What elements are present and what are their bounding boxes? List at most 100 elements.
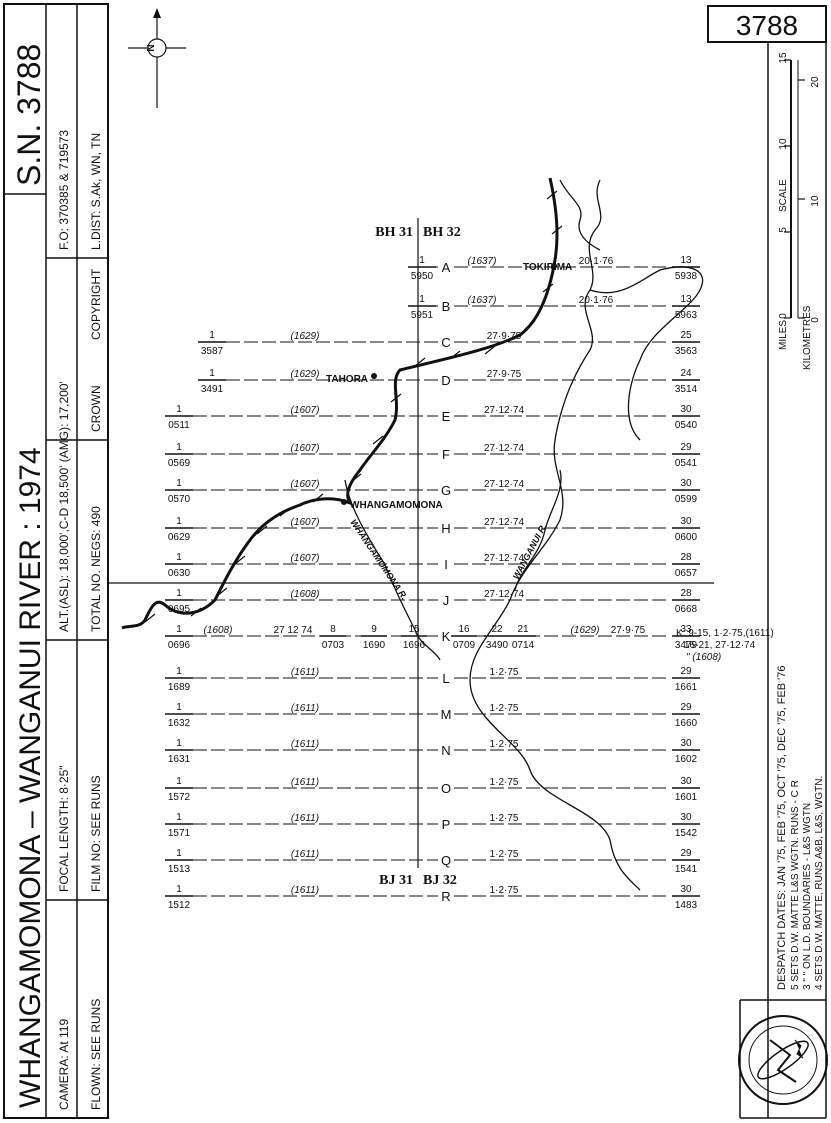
scale-miles-tick: 5 <box>778 227 789 233</box>
run-H-label: H <box>441 521 450 536</box>
run-H-film: (1607) <box>291 517 320 528</box>
run-C-left-neg: 3587 <box>201 346 224 357</box>
run-L-date: 1·2·75 <box>490 667 519 678</box>
run-G: 1 0570 G (1607) 27·12·74 30 0599 <box>165 478 700 505</box>
run-E-date: 27·12·74 <box>484 405 524 416</box>
run-Q: 1 1513 Q (1611) 1·2·75 29 1541 <box>165 848 700 875</box>
run-O-left-count: 1 <box>176 776 182 787</box>
run-G-right-neg: 0599 <box>675 494 698 505</box>
run-N-right-count: 30 <box>680 738 692 749</box>
right-strip <box>739 42 827 1119</box>
camera-text: CAMERA: At 119 <box>57 1019 71 1110</box>
run-R-right-neg: 1483 <box>675 900 698 911</box>
run-F-right-count: 29 <box>680 442 692 453</box>
alt-text: ALT.(ASL): 18,000',C-D 18,500' (AMG): 17… <box>57 381 71 632</box>
run-M-right-count: 29 <box>680 702 692 713</box>
run-I-left-count: 1 <box>176 552 182 563</box>
run-M-date: 1·2·75 <box>490 703 519 714</box>
run-R-date: 1·2·75 <box>490 885 519 896</box>
road <box>121 177 563 630</box>
run-C-label: C <box>441 335 450 350</box>
grid-lines: BH 31 BH 32 BJ 31 BJ 32 <box>108 218 714 888</box>
run-k-notes: K: 9-15, 1·2·75,(1611) 16-21, 27·12·74 "… <box>676 628 774 663</box>
run-R: 1 1512 R (1611) 1·2·75 30 1483 <box>165 884 700 911</box>
river-label-whangamomona: WHANGAMOMONA R. <box>348 518 409 602</box>
run-L-left-count: 1 <box>176 666 182 677</box>
flight-runs: 1 5950 A (1637) 20·1·76 13 5938 1 5951 B (1637) 20·… <box>165 255 700 911</box>
run-O-label: O <box>441 781 451 796</box>
run-B-left-neg: 5951 <box>411 310 434 321</box>
run-E-right-neg: 0540 <box>675 420 698 431</box>
run-P-left-count: 1 <box>176 812 182 823</box>
run-J: 1 0695 J (1608) 27·12·74 28 0668 <box>165 588 700 615</box>
run-N-film: (1611) <box>291 739 319 750</box>
run-F-film: (1607) <box>291 443 320 454</box>
run-L: 1 1689 L (1611) 1·2·75 29 1661 <box>165 666 700 693</box>
despatch-line-1: DESPATCH DATES: JAN '75, FEB '75, OCT '7… <box>776 665 788 990</box>
run-I-label: I <box>444 557 448 572</box>
run-K-seg-neg: 3490 <box>486 640 509 651</box>
run-K-seg-neg: 1696 <box>403 640 426 651</box>
run-K-seg-count: 8 <box>330 624 336 635</box>
run-O-date: 1·2·75 <box>490 777 519 788</box>
sheet-number-box: 3788 <box>707 5 827 43</box>
run-I-right-neg: 0657 <box>675 568 698 579</box>
run-K-seg-neg: 0714 <box>512 640 535 651</box>
scale-km-tick: 0 <box>810 317 821 323</box>
scale-km-tick: 20 <box>810 76 821 88</box>
run-E-left-count: 1 <box>176 404 182 415</box>
title-block: S.N. 3788 WHANGAMOMONA – WANGANUI RIVER … <box>3 3 109 1119</box>
run-E-right-count: 30 <box>680 404 692 415</box>
run-N-label: N <box>441 743 450 758</box>
run-G-left-count: 1 <box>176 478 182 489</box>
run-M: 1 1632 M (1611) 1·2·75 29 1660 <box>165 702 700 729</box>
run-B-label: B <box>442 299 451 314</box>
run-I: 1 0630 I (1607) 27·12·74 28 0657 <box>165 552 700 579</box>
run-P-film: (1611) <box>291 813 319 824</box>
flown-text: FLOWN: SEE RUNS <box>89 999 103 1110</box>
run-L-right-neg: 1661 <box>675 682 698 693</box>
run-Q-film: (1611) <box>291 849 319 860</box>
run-F-right-neg: 0541 <box>675 458 698 469</box>
run-J-right-neg: 0668 <box>675 604 698 615</box>
run-O-right-count: 30 <box>680 776 692 787</box>
run-k-note-3: " (1608) <box>686 652 721 663</box>
despatch-line-2: 5 SETS D.W. MATTE L&S WGTN. RUNS - C R <box>790 780 801 990</box>
run-Q-right-count: 29 <box>680 848 692 859</box>
run-C-left-count: 1 <box>209 330 215 341</box>
run-D-film: (1629) <box>291 369 320 380</box>
run-N-left-neg: 1631 <box>168 754 191 765</box>
run-D: 1 3491 D (1629) 27·9·75 24 3514 <box>198 368 700 395</box>
run-K-right-count: 33 <box>680 624 692 635</box>
run-L-left-neg: 1689 <box>168 682 191 693</box>
run-I-film: (1607) <box>291 553 320 564</box>
run-I-right-count: 28 <box>680 552 692 563</box>
run-N-right-neg: 1602 <box>675 754 698 765</box>
despatch-line-3: 3 " " ON L.D. BOUNDARIES - L&S WGTN <box>802 803 813 990</box>
run-k-note-2: 16-21, 27·12·74 <box>684 640 756 651</box>
run-B-right-count: 13 <box>680 294 692 305</box>
wanganui-tributary-j <box>514 469 562 591</box>
run-D-right-neg: 3514 <box>675 384 698 395</box>
crown-text: CROWN <box>89 385 103 432</box>
run-C-film: (1629) <box>291 331 320 342</box>
run-K-seg-count: 9 <box>371 624 377 635</box>
run-K-left-neg: 0696 <box>168 640 191 651</box>
run-A-label: A <box>442 260 451 275</box>
run-K: 1 0696 K (1629) 27·9·75 33 3479 <box>165 624 700 651</box>
run-A-right-neg: 5938 <box>675 271 698 282</box>
run-P-date: 1·2·75 <box>490 813 519 824</box>
sheet-number: 3788 <box>736 10 798 41</box>
run-P-label: P <box>442 817 451 832</box>
run-K-date: 27·9·75 <box>611 625 646 636</box>
run-N-left-count: 1 <box>176 738 182 749</box>
run-G-right-count: 30 <box>680 478 692 489</box>
run-D-left-count: 1 <box>209 368 215 379</box>
run-K-date-left: 27 12 74 <box>274 625 313 636</box>
film-text: FILM NO: SEE RUNS <box>89 775 103 892</box>
run-P: 1 1571 P (1611) 1·2·75 30 1542 <box>165 812 700 839</box>
run-H-date: 27·12·74 <box>484 517 524 528</box>
fo-text: F.O: 370385 & 719573 <box>57 130 71 250</box>
run-H-right-count: 30 <box>680 516 692 527</box>
run-O-right-neg: 1601 <box>675 792 698 803</box>
